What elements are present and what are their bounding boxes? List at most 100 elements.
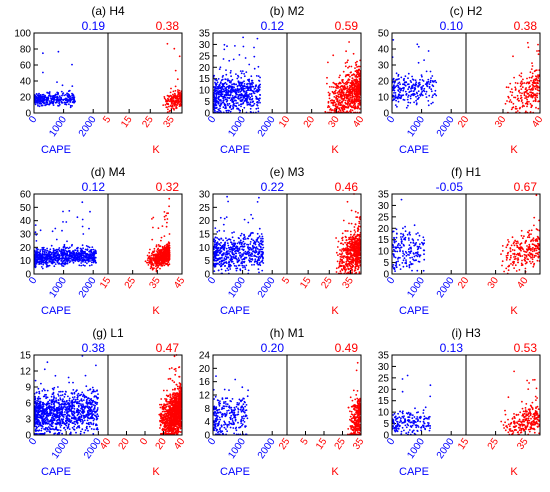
cape-point: [54, 263, 57, 265]
cape-point: [68, 210, 71, 212]
cape-point: [241, 253, 243, 256]
cape-point: [214, 104, 217, 107]
cape-point: [213, 238, 216, 241]
panel-title: (e) M3: [270, 165, 305, 179]
k-point: [348, 65, 351, 68]
cape-point: [243, 75, 246, 78]
cape-point: [34, 255, 37, 257]
cape-point: [228, 109, 230, 112]
cape-point: [225, 93, 228, 96]
cape-point: [72, 250, 75, 253]
cape-point: [230, 259, 232, 262]
k-point: [168, 251, 170, 253]
cape-point: [246, 101, 249, 103]
x-tick-label: 2000: [77, 275, 99, 300]
k-point: [519, 92, 521, 94]
cape-point: [224, 265, 227, 267]
k-point: [147, 256, 150, 258]
k-point: [508, 100, 511, 103]
cape-point: [249, 241, 252, 243]
cape-point: [40, 262, 43, 265]
cape-point: [423, 258, 426, 261]
x-tick-label: 0: [27, 275, 39, 286]
k-point: [346, 89, 348, 92]
cape-point: [69, 99, 72, 102]
k-point: [328, 97, 331, 100]
y-tick-label: 15: [378, 235, 390, 246]
cape-point: [42, 52, 44, 55]
cape-points: [212, 36, 262, 114]
cape-point: [66, 262, 69, 265]
cape-point: [35, 240, 38, 242]
k-point: [537, 77, 540, 79]
cape-point: [407, 237, 410, 240]
k-point: [178, 95, 181, 97]
k-point: [357, 86, 360, 89]
cape-point: [411, 238, 414, 241]
cape-point: [396, 250, 399, 253]
k-point: [517, 100, 520, 102]
cape-point: [415, 83, 418, 86]
k-point: [339, 109, 342, 112]
cape-point: [430, 88, 433, 91]
k-point: [351, 97, 353, 99]
cape-point: [49, 97, 52, 99]
cape-point: [215, 99, 218, 101]
k-point: [346, 230, 349, 232]
cape-point: [228, 59, 231, 62]
k-point: [345, 262, 347, 265]
k-point: [357, 100, 360, 103]
cape-point: [250, 260, 253, 263]
cape-point: [392, 87, 395, 90]
cape-point: [44, 104, 46, 107]
cape-point: [239, 268, 242, 271]
k-point: [168, 110, 171, 113]
cape-point: [215, 257, 218, 260]
cape-point: [393, 82, 396, 84]
k-point: [344, 241, 346, 244]
k-point: [338, 107, 341, 110]
cape-point: [220, 91, 223, 94]
k-point: [338, 96, 340, 99]
cape-point: [81, 244, 84, 247]
cape-point: [55, 98, 58, 101]
cape-points: [391, 39, 438, 109]
cape-point: [217, 254, 220, 256]
cape-point: [60, 98, 63, 100]
cape-point: [257, 75, 260, 77]
cape-point: [432, 101, 434, 104]
k-point: [159, 255, 162, 258]
cape-point: [396, 84, 399, 87]
cape-point: [90, 261, 93, 264]
k-point: [354, 210, 357, 213]
k-point: [339, 249, 341, 251]
cape-point: [395, 78, 398, 81]
cape-point: [218, 243, 221, 246]
k-point: [341, 248, 344, 251]
k-point: [525, 82, 528, 85]
cape-point: [243, 238, 245, 241]
cape-point: [413, 253, 415, 255]
cape-point: [250, 248, 253, 251]
cape-point: [247, 87, 250, 90]
k-point: [523, 91, 526, 94]
cape-point: [412, 241, 415, 244]
cape-point: [240, 243, 243, 246]
cape-point: [397, 73, 400, 76]
cape-point: [247, 269, 250, 272]
cape-point: [57, 252, 59, 254]
cape-point: [67, 99, 70, 102]
k-point: [535, 106, 537, 109]
x-tick-label: 30: [493, 114, 509, 130]
cape-point: [84, 261, 87, 263]
cape-point: [214, 102, 217, 105]
cape-point: [417, 239, 419, 241]
k-point: [531, 104, 533, 107]
cape-point: [57, 99, 60, 102]
cape-point: [399, 87, 401, 90]
k-point: [524, 97, 526, 99]
cape-point: [225, 73, 228, 76]
cape-point: [92, 261, 95, 264]
cape-point: [234, 104, 236, 107]
cape-point: [412, 83, 415, 86]
